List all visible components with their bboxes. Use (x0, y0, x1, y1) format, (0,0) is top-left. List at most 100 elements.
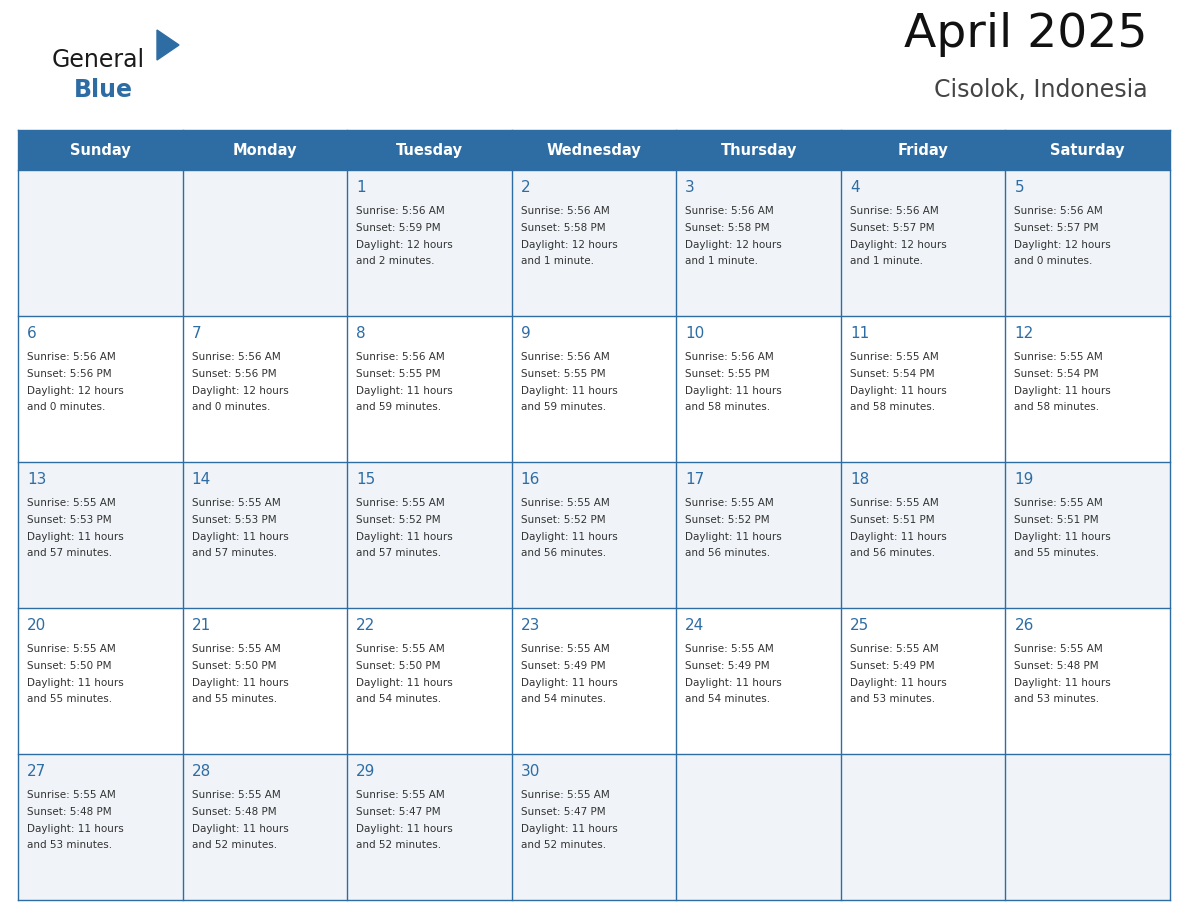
Bar (512, 170, 676, 316)
Text: and 0 minutes.: and 0 minutes. (27, 402, 106, 412)
Text: and 55 minutes.: and 55 minutes. (191, 694, 277, 704)
Text: and 56 minutes.: and 56 minutes. (520, 548, 606, 558)
Bar (183, 608, 347, 754)
Text: Sunrise: 5:56 AM: Sunrise: 5:56 AM (356, 206, 444, 216)
Text: 11: 11 (849, 326, 870, 341)
Text: and 57 minutes.: and 57 minutes. (191, 548, 277, 558)
Text: 4: 4 (849, 180, 859, 195)
Bar (512, 754, 676, 900)
Text: 28: 28 (191, 764, 210, 779)
Text: 3: 3 (685, 180, 695, 195)
Text: 18: 18 (849, 472, 870, 487)
Text: Sunset: 5:56 PM: Sunset: 5:56 PM (191, 369, 276, 379)
Text: Sunset: 5:50 PM: Sunset: 5:50 PM (27, 661, 112, 671)
Bar (1005, 316, 1170, 462)
Text: Daylight: 11 hours: Daylight: 11 hours (1015, 677, 1111, 688)
Bar (841, 170, 1005, 316)
Text: Sunset: 5:48 PM: Sunset: 5:48 PM (1015, 661, 1099, 671)
Bar (347, 170, 512, 316)
Text: Sunrise: 5:55 AM: Sunrise: 5:55 AM (1015, 498, 1104, 508)
Text: Sunrise: 5:55 AM: Sunrise: 5:55 AM (191, 644, 280, 654)
Bar (183, 316, 347, 462)
Text: Sunrise: 5:55 AM: Sunrise: 5:55 AM (356, 498, 444, 508)
Text: 26: 26 (1015, 618, 1034, 633)
Text: Daylight: 11 hours: Daylight: 11 hours (191, 823, 289, 834)
Text: Sunrise: 5:56 AM: Sunrise: 5:56 AM (356, 352, 444, 362)
Text: and 53 minutes.: and 53 minutes. (27, 840, 112, 850)
Text: Sunrise: 5:55 AM: Sunrise: 5:55 AM (1015, 644, 1104, 654)
Text: 20: 20 (27, 618, 46, 633)
Text: Sunrise: 5:55 AM: Sunrise: 5:55 AM (191, 790, 280, 800)
Bar (18, 130, 1170, 170)
Text: 6: 6 (27, 326, 37, 341)
Bar (18, 316, 183, 462)
Text: Wednesday: Wednesday (546, 142, 642, 158)
Text: and 52 minutes.: and 52 minutes. (191, 840, 277, 850)
Text: Daylight: 11 hours: Daylight: 11 hours (1015, 386, 1111, 396)
Text: General: General (52, 48, 145, 72)
Bar (18, 754, 183, 900)
Text: Sunset: 5:56 PM: Sunset: 5:56 PM (27, 369, 112, 379)
Bar (347, 316, 512, 462)
Text: Sunset: 5:57 PM: Sunset: 5:57 PM (849, 223, 935, 233)
Text: Sunrise: 5:56 AM: Sunrise: 5:56 AM (191, 352, 280, 362)
Text: Sunrise: 5:55 AM: Sunrise: 5:55 AM (849, 352, 939, 362)
Text: and 58 minutes.: and 58 minutes. (1015, 402, 1100, 412)
Bar (676, 316, 841, 462)
Text: Friday: Friday (898, 142, 948, 158)
Text: 29: 29 (356, 764, 375, 779)
Text: Monday: Monday (233, 142, 297, 158)
Bar (1005, 462, 1170, 608)
Text: and 1 minute.: and 1 minute. (685, 256, 758, 266)
Bar (676, 462, 841, 608)
Text: 16: 16 (520, 472, 541, 487)
Text: Sunset: 5:53 PM: Sunset: 5:53 PM (27, 515, 112, 525)
Bar (183, 462, 347, 608)
Text: Sunset: 5:55 PM: Sunset: 5:55 PM (356, 369, 441, 379)
Text: Sunset: 5:51 PM: Sunset: 5:51 PM (849, 515, 935, 525)
Bar (512, 316, 676, 462)
Bar (841, 608, 1005, 754)
Text: Daylight: 12 hours: Daylight: 12 hours (191, 386, 289, 396)
Bar (512, 462, 676, 608)
Text: Daylight: 11 hours: Daylight: 11 hours (685, 677, 782, 688)
Text: Daylight: 11 hours: Daylight: 11 hours (520, 532, 618, 542)
Text: Sunrise: 5:56 AM: Sunrise: 5:56 AM (1015, 206, 1104, 216)
Bar (18, 170, 183, 316)
Text: Daylight: 11 hours: Daylight: 11 hours (1015, 532, 1111, 542)
Text: Tuesday: Tuesday (396, 142, 463, 158)
Text: 27: 27 (27, 764, 46, 779)
Text: Daylight: 11 hours: Daylight: 11 hours (356, 823, 453, 834)
Text: 9: 9 (520, 326, 531, 341)
Bar (841, 754, 1005, 900)
Text: Sunset: 5:52 PM: Sunset: 5:52 PM (685, 515, 770, 525)
Text: Sunrise: 5:55 AM: Sunrise: 5:55 AM (191, 498, 280, 508)
Text: Sunrise: 5:55 AM: Sunrise: 5:55 AM (27, 498, 115, 508)
Text: Sunrise: 5:55 AM: Sunrise: 5:55 AM (1015, 352, 1104, 362)
Bar (347, 608, 512, 754)
Text: Daylight: 11 hours: Daylight: 11 hours (27, 677, 124, 688)
Text: Sunset: 5:59 PM: Sunset: 5:59 PM (356, 223, 441, 233)
Bar (347, 754, 512, 900)
Polygon shape (157, 30, 179, 60)
Text: Daylight: 11 hours: Daylight: 11 hours (849, 532, 947, 542)
Text: 23: 23 (520, 618, 541, 633)
Text: and 56 minutes.: and 56 minutes. (685, 548, 770, 558)
Text: Cisolok, Indonesia: Cisolok, Indonesia (935, 78, 1148, 102)
Text: 25: 25 (849, 618, 870, 633)
Text: 5: 5 (1015, 180, 1024, 195)
Text: Daylight: 12 hours: Daylight: 12 hours (27, 386, 124, 396)
Text: Sunrise: 5:56 AM: Sunrise: 5:56 AM (685, 352, 775, 362)
Text: and 57 minutes.: and 57 minutes. (356, 548, 441, 558)
Text: 17: 17 (685, 472, 704, 487)
Text: and 54 minutes.: and 54 minutes. (520, 694, 606, 704)
Text: Sunset: 5:48 PM: Sunset: 5:48 PM (191, 807, 276, 817)
Text: Daylight: 11 hours: Daylight: 11 hours (520, 677, 618, 688)
Text: 10: 10 (685, 326, 704, 341)
Text: Daylight: 11 hours: Daylight: 11 hours (191, 677, 289, 688)
Text: Daylight: 11 hours: Daylight: 11 hours (356, 532, 453, 542)
Text: Sunrise: 5:56 AM: Sunrise: 5:56 AM (520, 352, 609, 362)
Text: Daylight: 11 hours: Daylight: 11 hours (685, 532, 782, 542)
Text: Sunset: 5:47 PM: Sunset: 5:47 PM (356, 807, 441, 817)
Text: Daylight: 12 hours: Daylight: 12 hours (1015, 240, 1111, 250)
